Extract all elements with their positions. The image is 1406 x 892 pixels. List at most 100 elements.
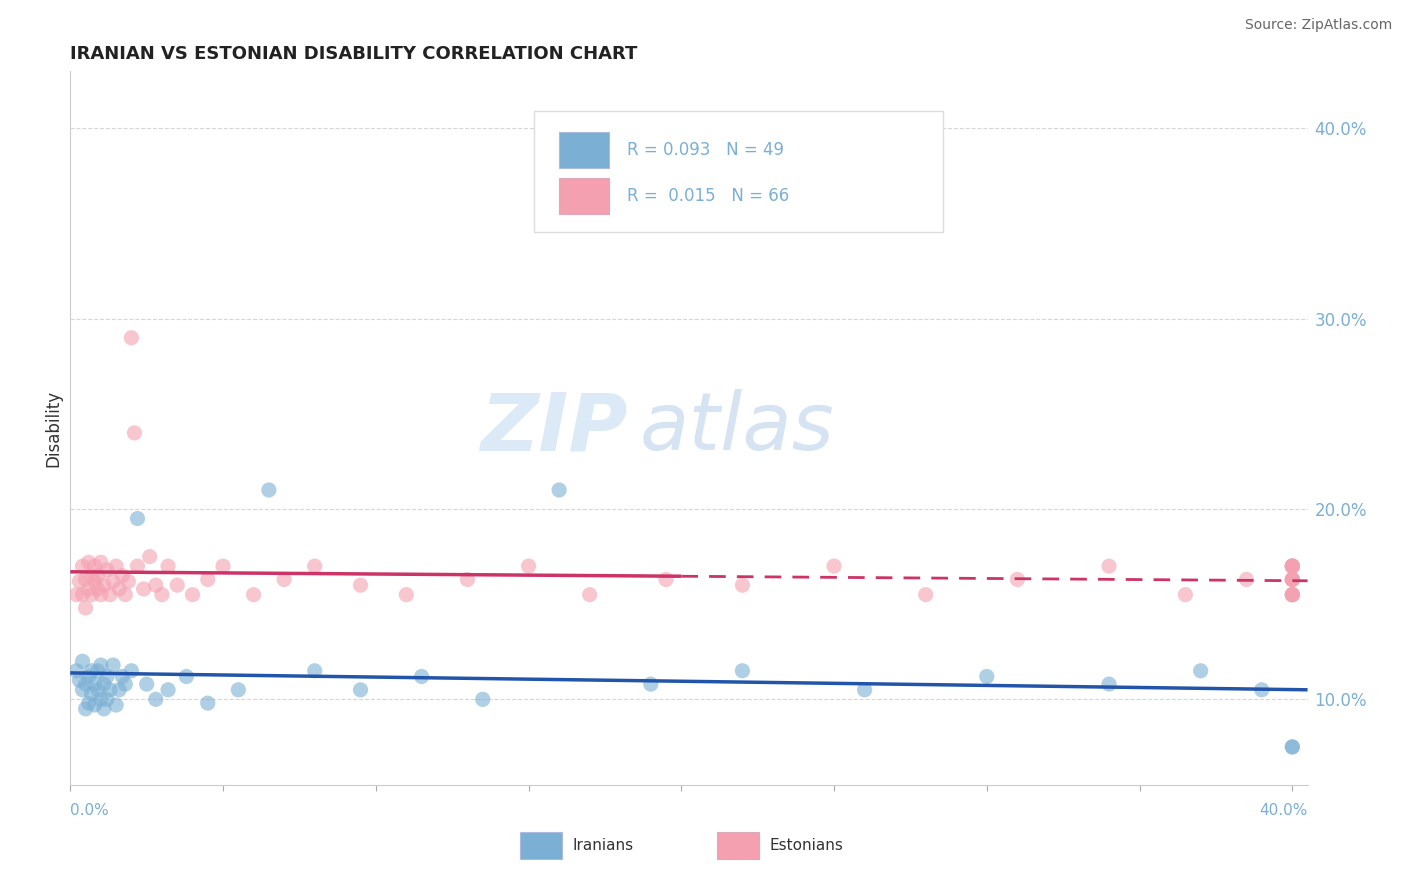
Point [75,677,97,691]
Text: 40.0%: 40.0% [1260,803,1308,818]
Point [1281,559,1303,574]
Text: Iranians: Iranians [572,838,633,853]
Point [98,588,121,602]
Point [111,568,134,582]
Point [242,588,264,602]
FancyBboxPatch shape [560,178,609,214]
Point [87,582,110,596]
Point [145,578,167,592]
Point [1281,739,1303,754]
Point [114,588,136,602]
Point [75,601,97,615]
Point [80,687,103,701]
Point [77,669,100,683]
Text: R =  0.015   N = 66: R = 0.015 N = 66 [627,187,789,205]
Point [456,573,478,587]
Point [1281,559,1303,574]
Point [80,664,103,678]
Point [228,682,250,697]
Point [72,654,94,668]
Point [135,677,157,691]
Point [1174,588,1197,602]
Point [96,692,118,706]
Point [72,588,94,602]
Point [257,483,280,497]
Point [72,682,94,697]
Point [96,669,118,683]
Point [80,568,103,582]
Point [166,578,188,592]
Point [471,692,494,706]
Point [96,563,118,577]
Point [83,698,105,712]
Point [124,425,146,440]
Point [578,588,600,602]
Point [1281,739,1303,754]
Point [93,578,115,592]
Point [132,582,155,596]
Text: R = 0.093   N = 49: R = 0.093 N = 49 [627,141,785,159]
Point [731,578,754,592]
Point [304,664,326,678]
Point [1281,588,1303,602]
Point [976,669,998,683]
Point [108,682,131,697]
Point [105,698,128,712]
Point [90,588,112,602]
Point [77,696,100,710]
Point [1098,677,1121,691]
Point [157,682,180,697]
Text: atlas: atlas [640,389,834,467]
Point [655,573,678,587]
Point [1250,682,1272,697]
Point [72,559,94,574]
Point [98,682,121,697]
Point [1281,559,1303,574]
Point [117,574,139,589]
Point [914,588,936,602]
Point [197,696,219,710]
Point [731,664,754,678]
Point [127,511,149,525]
Point [1281,573,1303,587]
Point [108,582,131,596]
Point [90,692,112,706]
Point [138,549,160,564]
Point [83,677,105,691]
Point [145,692,167,706]
Point [150,588,173,602]
Point [69,574,91,589]
Point [120,664,142,678]
Point [83,574,105,589]
Point [83,559,105,574]
Point [65,588,87,602]
Point [77,582,100,596]
Point [101,658,124,673]
Point [1281,573,1303,587]
Point [93,677,115,691]
Point [823,559,845,574]
Point [93,702,115,716]
Point [1098,559,1121,574]
Point [1281,573,1303,587]
FancyBboxPatch shape [560,132,609,168]
FancyBboxPatch shape [534,111,942,232]
Point [127,559,149,574]
Point [157,559,180,574]
Point [1281,573,1303,587]
Text: Estonians: Estonians [769,838,844,853]
Point [87,664,110,678]
Point [75,573,97,587]
Point [212,559,235,574]
Point [101,574,124,589]
Point [1281,559,1303,574]
Point [87,682,110,697]
Text: ZIP: ZIP [479,389,627,467]
Point [517,559,540,574]
Text: 0.0%: 0.0% [70,803,110,818]
Point [80,588,103,602]
Point [197,573,219,587]
Point [304,559,326,574]
Y-axis label: Disability: Disability [44,390,62,467]
Point [87,568,110,582]
